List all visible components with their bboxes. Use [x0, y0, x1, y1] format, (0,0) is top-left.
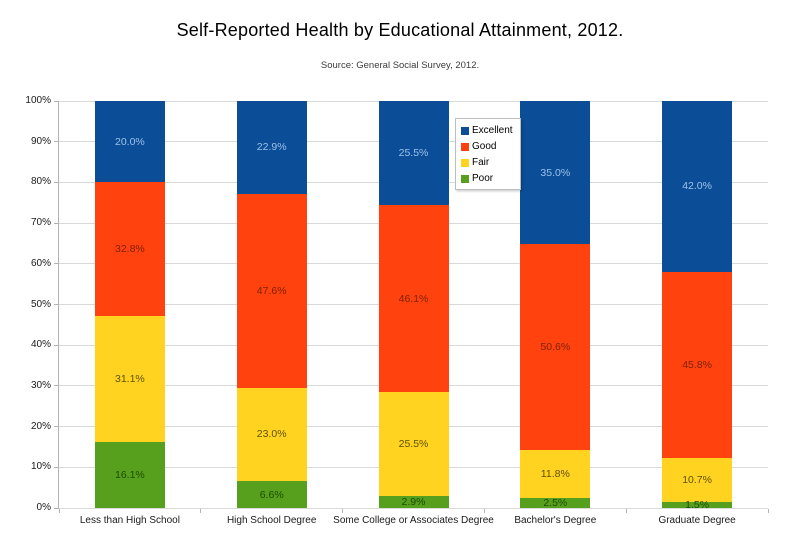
category-label: Some College or Associates Degree: [333, 515, 494, 526]
bar-value-label: 46.1%: [398, 292, 429, 305]
y-tick-label: 70%: [30, 217, 51, 229]
bar-value-label: 2.5%: [543, 496, 568, 509]
x-axis-tick: [58, 509, 60, 513]
y-tick-label: 60%: [30, 257, 51, 269]
legend-swatch-good: [461, 142, 469, 151]
legend-label: Fair: [472, 157, 490, 168]
y-tick-label: 80%: [30, 176, 51, 188]
bar-segment-poor: 6.6%: [236, 481, 307, 508]
bar-segment-good: 46.1%: [378, 204, 449, 393]
bar-segment-excellent: 20.0%: [94, 101, 165, 183]
legend-swatch-poor: [461, 174, 469, 183]
bar-value-label: 20.0%: [115, 135, 145, 148]
bar-value-label: 6.6%: [259, 488, 284, 501]
bar-value-label: 1.5%: [685, 498, 710, 511]
legend-label: Excellent: [472, 125, 513, 136]
y-axis-tick: [54, 507, 58, 509]
y-tick-label: 50%: [30, 298, 51, 310]
bar-segment-poor: 1.5%: [662, 498, 733, 511]
category-label: Less than High School: [79, 515, 180, 526]
bar-value-label: 25.5%: [398, 146, 429, 159]
category-label: High School Degree: [226, 515, 317, 526]
bar-value-label: 23.0%: [256, 428, 287, 441]
bar-segment-excellent: 25.5%: [378, 101, 449, 205]
legend-item-good: Good: [461, 141, 513, 152]
bar-segment-good: 47.6%: [236, 193, 307, 388]
legend-item-fair: Fair: [461, 157, 513, 168]
bar-value-label: 25.5%: [398, 438, 429, 451]
chart-title: Self-Reported Health by Educational Atta…: [176, 20, 624, 40]
bar-segment-good: 50.6%: [520, 243, 591, 450]
bar-value-label: 47.6%: [256, 284, 287, 297]
bar-value-label: 2.9%: [401, 496, 426, 509]
x-axis-line: [58, 508, 768, 509]
bar-segment-fair: 10.7%: [662, 458, 733, 502]
x-axis-tick: [342, 509, 344, 513]
bar-segment-excellent: 35.0%: [520, 101, 591, 244]
bar-value-label: 42.0%: [682, 180, 712, 193]
bar-segment-fair: 31.1%: [94, 315, 165, 443]
bar-value-label: 11.8%: [540, 467, 570, 480]
legend: Excellent Good Fair Poor: [455, 118, 521, 190]
y-axis-tick: [54, 141, 58, 143]
gridline: [59, 507, 768, 509]
x-axis-tick: [625, 509, 627, 513]
bar-segment-fair: 11.8%: [520, 449, 591, 498]
bar-segment-good: 45.8%: [662, 271, 733, 459]
y-tick-label: 30%: [30, 379, 51, 391]
y-axis-tick: [54, 385, 58, 387]
y-tick-label: 0%: [36, 502, 51, 513]
y-axis-tick: [54, 344, 58, 346]
bar-value-label: 32.8%: [115, 243, 145, 256]
bar-segment-good: 32.8%: [94, 182, 165, 316]
x-axis-tick: [200, 509, 202, 513]
y-axis-tick: [54, 263, 58, 265]
bar-segment-poor: 16.1%: [94, 442, 165, 508]
legend-item-excellent: Excellent: [461, 125, 513, 136]
x-axis-tick: [767, 509, 769, 513]
plot-area: 0% 10% 20% 30% 40% 50% 60% 70% 80% 90% 100% 16.1% 31…: [25, 95, 769, 526]
bar-value-label: 45.8%: [682, 359, 712, 372]
y-axis-tick: [54, 426, 58, 428]
y-axis-line: [58, 101, 59, 509]
y-tick-label: 20%: [30, 420, 51, 432]
y-axis-tick: [54, 304, 58, 305]
bar-value-label: 10.7%: [682, 474, 712, 487]
y-tick-label: 90%: [30, 135, 51, 147]
bar-value-label: 50.6%: [540, 340, 571, 353]
bar-segment-fair: 25.5%: [378, 392, 449, 497]
chart-subtitle: Source: General Social Survey, 2012.: [320, 60, 480, 71]
legend-item-poor: Poor: [461, 173, 513, 184]
bar-value-label: 31.1%: [115, 373, 145, 386]
y-axis-tick: [54, 222, 58, 224]
y-tick-label: 100%: [25, 95, 51, 106]
bar-value-label: 35.0%: [540, 166, 571, 179]
y-axis-tick: [54, 181, 58, 183]
bar-segment-excellent: 42.0%: [662, 101, 733, 272]
y-axis-tick: [54, 100, 58, 102]
bar-segment-excellent: 22.9%: [236, 100, 307, 194]
legend-label: Good: [472, 141, 497, 152]
x-axis-tick: [483, 509, 485, 513]
bar-segment-poor: 2.5%: [520, 496, 591, 509]
legend-swatch-fair: [461, 158, 469, 167]
category-label: Graduate Degree: [658, 515, 736, 526]
y-axis-tick: [54, 466, 58, 468]
gridline: [59, 100, 768, 102]
category-label: Bachelor's Degree: [514, 515, 597, 526]
y-tick-label: 10%: [30, 461, 51, 473]
legend-swatch-excellent: [461, 126, 469, 135]
legend-label: Poor: [472, 173, 494, 184]
bar-segment-fair: 23.0%: [236, 387, 307, 482]
y-tick-label: 40%: [30, 339, 51, 351]
bar-value-label: 16.1%: [115, 469, 145, 482]
bar-segment-poor: 2.9%: [378, 496, 449, 509]
bar-value-label: 22.9%: [256, 141, 287, 154]
